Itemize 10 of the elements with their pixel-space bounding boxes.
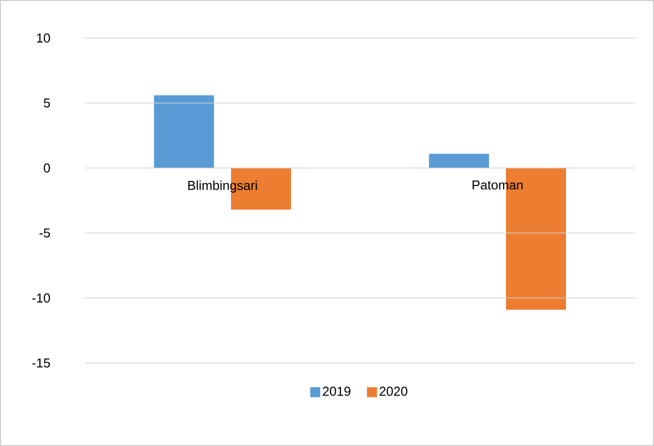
y-tick-label: 0 xyxy=(44,163,50,173)
y-tick-label: 5 xyxy=(44,98,50,108)
y-tick-label: -15 xyxy=(32,358,50,368)
legend-label: 2020 xyxy=(380,386,408,396)
y-tick-label: 10 xyxy=(37,33,50,43)
bar xyxy=(154,95,214,168)
y-tick-label: -10 xyxy=(32,293,50,303)
y-tick-label: -5 xyxy=(40,228,50,238)
bar xyxy=(429,154,490,168)
legend-label: 2019 xyxy=(322,386,350,396)
